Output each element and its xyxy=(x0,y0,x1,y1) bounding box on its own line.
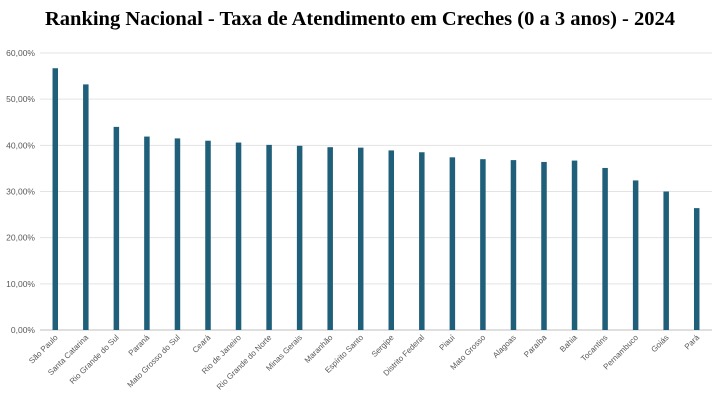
bar xyxy=(663,191,669,330)
bar xyxy=(419,152,425,330)
y-tick-label: 10,00% xyxy=(6,279,35,289)
x-tick-label: Mato Grosso do Sul xyxy=(126,333,183,390)
x-tick-label: Piauí xyxy=(438,333,458,353)
bar xyxy=(357,147,364,330)
bar xyxy=(205,140,211,330)
chart-title: Ranking Nacional - Taxa de Atendimento e… xyxy=(44,8,675,30)
bar xyxy=(327,147,333,330)
bar xyxy=(571,160,578,330)
x-tick-label: Tocantins xyxy=(579,333,609,363)
bar xyxy=(174,138,181,330)
x-tick-label: Pará xyxy=(683,333,702,352)
y-tick-label: 50,00% xyxy=(6,94,35,104)
y-tick-label: 0,00% xyxy=(11,325,36,335)
bar xyxy=(83,84,89,330)
x-tick-label: Sergipe xyxy=(370,333,396,359)
x-tick-label: Bahia xyxy=(558,333,579,354)
bar xyxy=(510,160,517,330)
x-tick-label: Goiás xyxy=(649,333,670,354)
bar xyxy=(480,159,486,330)
bar xyxy=(693,208,700,330)
y-tick-label: 40,00% xyxy=(6,140,35,150)
bar xyxy=(235,142,242,330)
bar xyxy=(144,136,150,330)
bar xyxy=(113,126,120,330)
bar xyxy=(52,68,59,331)
bar xyxy=(632,180,639,330)
bar xyxy=(388,150,395,330)
bar xyxy=(449,157,456,330)
x-tick-label: Rio Grande do Norte xyxy=(215,333,274,392)
x-tick-label: Ceará xyxy=(191,333,213,355)
y-tick-label: 20,00% xyxy=(6,233,35,243)
x-tick-label: Maranhão xyxy=(303,333,335,365)
x-tick-label: Paraná xyxy=(127,333,152,358)
x-tick-label: Paraíba xyxy=(522,333,549,360)
bar xyxy=(541,161,547,330)
bar xyxy=(602,167,608,330)
bar xyxy=(266,144,272,330)
y-tick-label: 60,00% xyxy=(6,48,35,58)
bar xyxy=(296,145,303,330)
x-tick-label: Alagoas xyxy=(491,333,518,360)
y-tick-label: 30,00% xyxy=(6,187,35,197)
